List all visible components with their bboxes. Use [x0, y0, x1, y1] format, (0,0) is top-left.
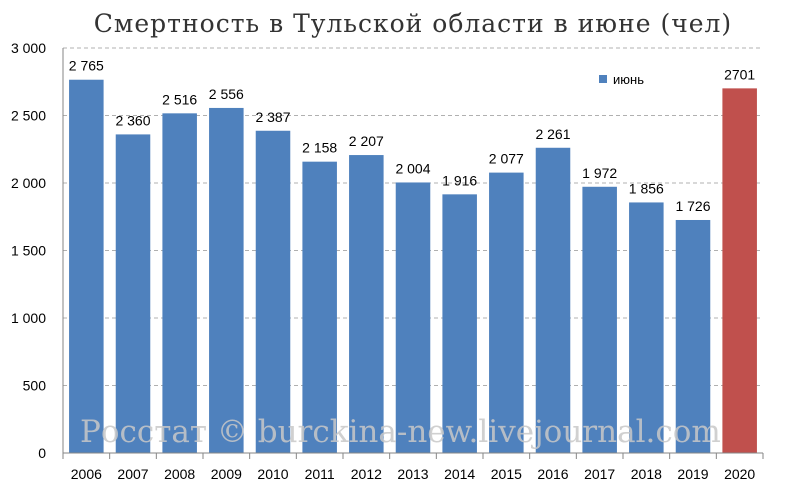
x-tick-label-2009: 2009 — [211, 466, 242, 482]
x-tick-label-2018: 2018 — [631, 466, 662, 482]
y-tick-label: 500 — [23, 378, 47, 394]
bar-2007 — [115, 134, 151, 453]
data-label-2019: 1 726 — [675, 198, 710, 214]
x-tick-label-2016: 2016 — [537, 466, 568, 482]
bar-2013 — [395, 182, 431, 453]
data-label-2014: 1 916 — [442, 172, 477, 188]
x-tick-label-2015: 2015 — [491, 466, 522, 482]
data-label-2016: 2 261 — [535, 126, 570, 142]
chart-title: Смертность в Тульской области в июне (че… — [94, 9, 732, 38]
bar-layer — [69, 79, 757, 454]
bar-2018 — [629, 202, 664, 453]
bar-2014 — [442, 194, 477, 453]
x-tick-label-2007: 2007 — [117, 466, 148, 482]
bar-2008 — [162, 113, 197, 453]
bar-2015 — [489, 172, 524, 454]
y-tick-label: 0 — [38, 445, 46, 461]
bar-2012 — [349, 155, 384, 453]
data-label-2008: 2 516 — [162, 91, 197, 107]
data-label-layer: 2 765 2 360 2 516 2 556 2 387 2 158 2 207 2 004… — [69, 58, 756, 214]
x-tick-label-2017: 2017 — [584, 466, 615, 482]
x-tick-label-2014: 2014 — [444, 466, 475, 482]
legend-swatch — [599, 75, 607, 83]
data-label-2006: 2 765 — [69, 58, 104, 74]
y-tick-label: 3 000 — [11, 40, 46, 56]
data-label-2013: 2 004 — [395, 160, 430, 176]
x-tick-label-2008: 2008 — [164, 466, 195, 482]
y-tick-label: 1 500 — [11, 243, 46, 259]
data-label-2011: 2 158 — [302, 140, 337, 156]
x-tick-label-2006: 2006 — [71, 466, 102, 482]
watermark: Росстат © burckina-new.livejournal.com — [80, 414, 721, 450]
legend: июнь — [599, 72, 644, 87]
x-tick-label-2013: 2013 — [397, 466, 428, 482]
bar-2016 — [535, 147, 571, 453]
bar-2019 — [675, 219, 711, 453]
x-tick-label-2011: 2011 — [305, 466, 335, 482]
x-tick-label-2012: 2012 — [351, 466, 382, 482]
bar-2009 — [209, 107, 244, 453]
x-tick-label-2019: 2019 — [677, 466, 708, 482]
data-label-2020: 2701 — [724, 66, 755, 82]
data-label-2018: 1 856 — [629, 180, 664, 196]
data-label-2012: 2 207 — [349, 133, 384, 149]
data-label-2015: 2 077 — [489, 151, 524, 167]
bar-2020 — [722, 88, 757, 454]
axis-layer: 0 500 1 000 1 500 2 000 2 500 3 000 2006 2007 200… — [11, 40, 764, 482]
x-tick-label-2010: 2010 — [257, 466, 288, 482]
bar-2010 — [255, 130, 291, 453]
y-tick-label: 2 500 — [11, 108, 46, 124]
data-label-2009: 2 556 — [209, 86, 244, 102]
bar-2011 — [302, 161, 337, 454]
legend-label: июнь — [613, 72, 644, 87]
y-tick-label: 1 000 — [11, 310, 46, 326]
data-label-2017: 1 972 — [582, 165, 617, 181]
x-tick-label-2020: 2020 — [724, 466, 755, 482]
y-tick-label: 2 000 — [11, 175, 46, 191]
data-label-2007: 2 360 — [115, 112, 150, 128]
bar-2006 — [69, 79, 104, 453]
bar-2017 — [582, 186, 617, 453]
data-label-2010: 2 387 — [255, 109, 290, 125]
